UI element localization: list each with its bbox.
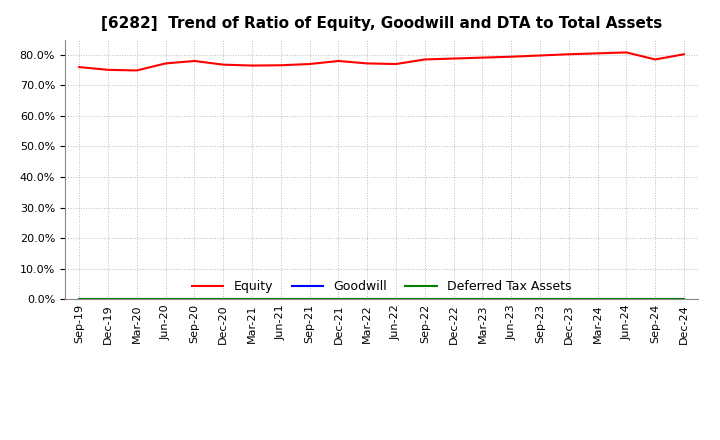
- Deferred Tax Assets: [420, 297, 429, 302]
- Equity: [593, 51, 602, 56]
- Goodwill: [420, 297, 429, 302]
- Deferred Tax Assets: [305, 297, 314, 302]
- Deferred Tax Assets: [392, 297, 400, 302]
- Equity: [392, 62, 400, 67]
- Legend: Equity, Goodwill, Deferred Tax Assets: Equity, Goodwill, Deferred Tax Assets: [187, 275, 576, 298]
- Deferred Tax Assets: [334, 297, 343, 302]
- Deferred Tax Assets: [651, 297, 660, 302]
- Equity: [449, 56, 458, 61]
- Equity: [104, 67, 112, 73]
- Goodwill: [680, 297, 688, 302]
- Goodwill: [449, 297, 458, 302]
- Deferred Tax Assets: [104, 297, 112, 302]
- Deferred Tax Assets: [680, 297, 688, 302]
- Deferred Tax Assets: [276, 297, 285, 302]
- Goodwill: [564, 297, 573, 302]
- Equity: [363, 61, 372, 66]
- Equity: [161, 61, 170, 66]
- Equity: [190, 59, 199, 64]
- Goodwill: [392, 297, 400, 302]
- Goodwill: [219, 297, 228, 302]
- Deferred Tax Assets: [593, 297, 602, 302]
- Equity: [219, 62, 228, 67]
- Deferred Tax Assets: [161, 297, 170, 302]
- Equity: [75, 64, 84, 70]
- Deferred Tax Assets: [248, 297, 256, 302]
- Equity: [680, 51, 688, 57]
- Deferred Tax Assets: [507, 297, 516, 302]
- Deferred Tax Assets: [75, 297, 84, 302]
- Deferred Tax Assets: [564, 297, 573, 302]
- Equity: [536, 53, 544, 58]
- Goodwill: [363, 297, 372, 302]
- Goodwill: [161, 297, 170, 302]
- Equity: [248, 63, 256, 68]
- Deferred Tax Assets: [622, 297, 631, 302]
- Equity: [420, 57, 429, 62]
- Goodwill: [248, 297, 256, 302]
- Equity: [564, 51, 573, 57]
- Goodwill: [593, 297, 602, 302]
- Equity: [334, 59, 343, 64]
- Goodwill: [276, 297, 285, 302]
- Goodwill: [305, 297, 314, 302]
- Equity: [276, 62, 285, 68]
- Deferred Tax Assets: [478, 297, 487, 302]
- Goodwill: [651, 297, 660, 302]
- Goodwill: [507, 297, 516, 302]
- Equity: [478, 55, 487, 60]
- Goodwill: [190, 297, 199, 302]
- Goodwill: [75, 297, 84, 302]
- Equity: [651, 57, 660, 62]
- Deferred Tax Assets: [190, 297, 199, 302]
- Goodwill: [536, 297, 544, 302]
- Equity: [507, 54, 516, 59]
- Deferred Tax Assets: [132, 297, 141, 302]
- Equity: [622, 50, 631, 55]
- Goodwill: [104, 297, 112, 302]
- Deferred Tax Assets: [536, 297, 544, 302]
- Goodwill: [132, 297, 141, 302]
- Deferred Tax Assets: [449, 297, 458, 302]
- Goodwill: [478, 297, 487, 302]
- Line: Equity: Equity: [79, 52, 684, 70]
- Goodwill: [622, 297, 631, 302]
- Deferred Tax Assets: [219, 297, 228, 302]
- Equity: [305, 62, 314, 67]
- Title: [6282]  Trend of Ratio of Equity, Goodwill and DTA to Total Assets: [6282] Trend of Ratio of Equity, Goodwil…: [101, 16, 662, 32]
- Goodwill: [334, 297, 343, 302]
- Equity: [132, 68, 141, 73]
- Deferred Tax Assets: [363, 297, 372, 302]
